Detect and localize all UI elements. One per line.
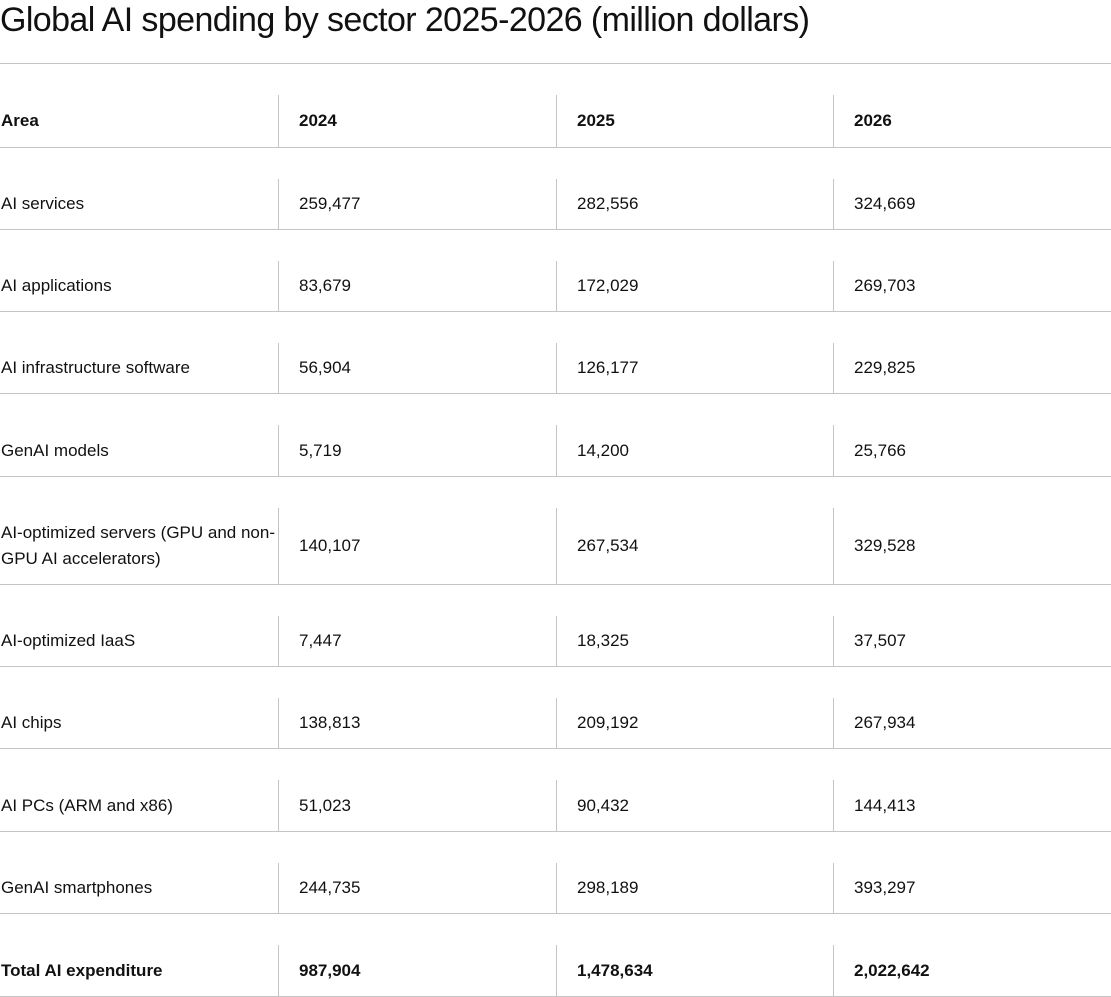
- cell-area: AI-optimized servers (GPU and non-GPU AI…: [1, 523, 275, 568]
- table-row: AI infrastructure software 56,904 126,177 2…: [0, 312, 1111, 394]
- cell-value-2024: 7,447: [278, 616, 556, 666]
- cell-value-2025: 90,432: [556, 780, 833, 831]
- cell-value-2026: 267,934: [833, 698, 1111, 748]
- cell-value-2026: 324,669: [833, 179, 1111, 229]
- table-row: GenAI models 5,719 14,200 25,766: [0, 394, 1111, 477]
- header-2026: 2026: [833, 95, 1111, 147]
- total-row: Total AI expenditure 987,904 1,478,634 2,02…: [0, 914, 1111, 997]
- table-header-row: Area 2024 2025 2026: [0, 64, 1111, 148]
- cell-value-2024: 138,813: [278, 698, 556, 748]
- cell-value-2024: 259,477: [278, 179, 556, 229]
- table-row: AI applications 83,679 172,029 269,703: [0, 230, 1111, 312]
- cell-value-2024: 140,107: [278, 508, 556, 584]
- cell-value-2025: 126,177: [556, 343, 833, 393]
- cell-value-2024: 987,904: [278, 945, 556, 996]
- cell-value-2024: 5,719: [278, 425, 556, 476]
- cell-area: AI-optimized IaaS: [1, 631, 136, 650]
- table-row: AI PCs (ARM and x86) 51,023 90,432 144,413: [0, 749, 1111, 832]
- cell-value-2026: 144,413: [833, 780, 1111, 831]
- cell-value-2026: 2,022,642: [833, 945, 1111, 996]
- cell-area: AI chips: [1, 713, 62, 732]
- cell-area: AI infrastructure software: [1, 358, 190, 377]
- cell-value-2025: 14,200: [556, 425, 833, 476]
- table-row: AI-optimized servers (GPU and non-GPU AI…: [0, 477, 1111, 585]
- header-2024: 2024: [278, 95, 556, 147]
- cell-area: GenAI models: [1, 440, 109, 460]
- cell-area: AI applications: [1, 276, 112, 295]
- table-row: AI-optimized IaaS 7,447 18,325 37,507: [0, 585, 1111, 667]
- cell-area: Total AI expenditure: [1, 960, 163, 980]
- cell-value-2026: 37,507: [833, 616, 1111, 666]
- cell-value-2026: 329,528: [833, 508, 1111, 584]
- table-row: GenAI smartphones 244,735 298,189 393,297: [0, 832, 1111, 914]
- cell-value-2025: 1,478,634: [556, 945, 833, 996]
- table-row: AI chips 138,813 209,192 267,934: [0, 667, 1111, 749]
- cell-area: GenAI smartphones: [1, 878, 153, 897]
- cell-value-2026: 229,825: [833, 343, 1111, 393]
- cell-area: AI services: [1, 194, 85, 213]
- table-row: AI services 259,477 282,556 324,669: [0, 148, 1111, 230]
- header-2025: 2025: [556, 95, 833, 147]
- cell-value-2025: 209,192: [556, 698, 833, 748]
- cell-value-2025: 172,029: [556, 261, 833, 311]
- cell-value-2025: 298,189: [556, 863, 833, 913]
- header-area: Area: [1, 111, 39, 130]
- cell-value-2025: 267,534: [556, 508, 833, 584]
- cell-value-2024: 51,023: [278, 780, 556, 831]
- cell-value-2024: 56,904: [278, 343, 556, 393]
- cell-value-2025: 282,556: [556, 179, 833, 229]
- cell-value-2024: 244,735: [278, 863, 556, 913]
- page-title: Global AI spending by sector 2025-2026 (…: [0, 1, 810, 39]
- spending-table: Area 2024 2025 2026 AI services 259,477 28…: [0, 63, 1111, 997]
- cell-value-2025: 18,325: [556, 616, 833, 666]
- cell-value-2026: 25,766: [833, 425, 1111, 476]
- cell-value-2026: 269,703: [833, 261, 1111, 311]
- cell-value-2026: 393,297: [833, 863, 1111, 913]
- cell-area: AI PCs (ARM and x86): [1, 795, 173, 815]
- cell-value-2024: 83,679: [278, 261, 556, 311]
